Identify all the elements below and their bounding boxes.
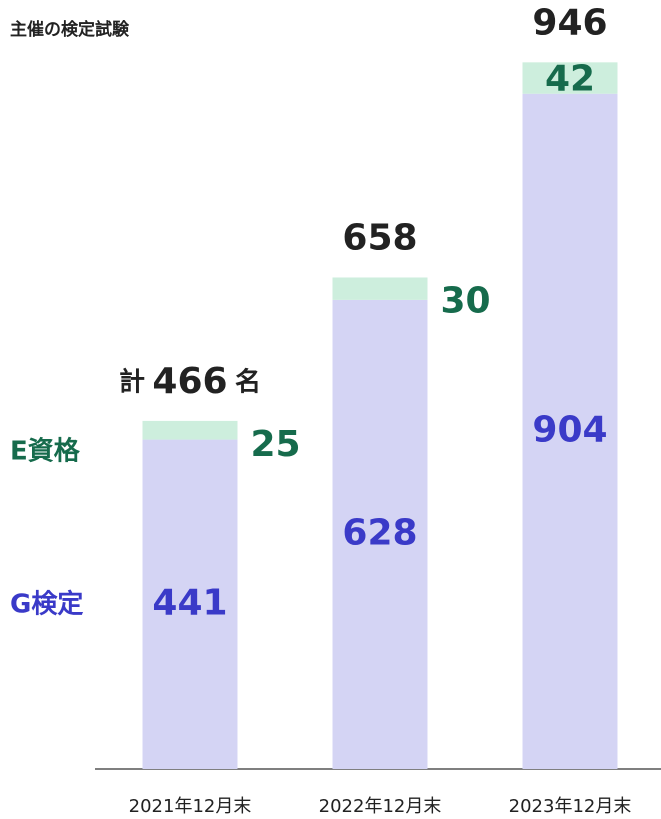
value-label: 42 — [545, 58, 595, 99]
bar-segment — [332, 277, 428, 300]
total-label: 466 — [152, 361, 227, 402]
value-label: 25 — [250, 424, 300, 465]
x-tick-label: 2023年12月末 — [509, 796, 632, 817]
value-label: 628 — [342, 512, 417, 553]
bar-segment — [142, 420, 238, 440]
total-suffix: 名 — [235, 366, 261, 397]
value-label: 441 — [152, 582, 227, 623]
bar-segment — [142, 439, 238, 769]
bar-segment — [522, 93, 618, 770]
total-label: 658 — [342, 217, 417, 258]
series-label: E資格 — [10, 436, 81, 467]
chart-title: 主催の検定試験 — [10, 19, 130, 40]
x-tick-label: 2021年12月末 — [129, 796, 252, 817]
total-label: 946 — [532, 2, 607, 43]
value-label: 30 — [440, 280, 490, 321]
bar-segment — [332, 299, 428, 769]
total-prefix: 計 — [119, 366, 145, 397]
series-label: G検定 — [10, 589, 83, 620]
value-label: 904 — [532, 409, 607, 450]
x-tick-label: 2022年12月末 — [319, 796, 442, 817]
bar-segment — [522, 62, 618, 94]
